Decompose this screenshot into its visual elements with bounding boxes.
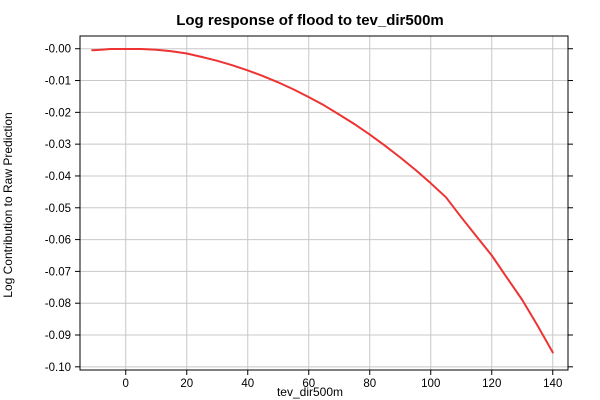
y-tick-label: -0.07 xyxy=(45,266,71,278)
axis-ticks: 0 20 40 60 80 100 120 140 -0.00 -0.01 -0.02 -0.03 -0… xyxy=(45,44,573,390)
y-tick-label: -0.06 xyxy=(45,235,71,247)
series-line xyxy=(91,48,554,354)
y-tick-label: -0.10 xyxy=(45,362,71,374)
y-tick-label: -0.08 xyxy=(45,298,71,310)
grid xyxy=(80,36,568,370)
y-tick-label: -0.03 xyxy=(45,139,71,151)
y-tick-label: -0.01 xyxy=(45,76,71,88)
x-tick-label: 60 xyxy=(302,378,315,390)
y-tick-label: -0.09 xyxy=(45,330,71,342)
x-tick-label: 40 xyxy=(241,378,254,390)
x-tick-label: 0 xyxy=(123,378,129,390)
x-tick-label: 100 xyxy=(421,378,440,390)
x-tick-label: 80 xyxy=(363,378,376,390)
y-tick-label: -0.05 xyxy=(45,203,71,215)
chart-title: Log response of flood to tev_dir500m xyxy=(176,12,444,29)
y-tick-label: -0.00 xyxy=(45,44,71,56)
y-tick-label: -0.02 xyxy=(45,107,71,119)
x-tick-label: 140 xyxy=(543,378,562,390)
y-tick-label: -0.04 xyxy=(45,171,72,183)
x-axis-label: tev_dir500m xyxy=(277,385,343,399)
y-axis-label: Log Contribution to Raw Prediction xyxy=(1,112,15,297)
x-tick-label: 20 xyxy=(180,378,193,390)
plot-frame xyxy=(79,35,569,371)
x-tick-label: 120 xyxy=(482,378,501,390)
